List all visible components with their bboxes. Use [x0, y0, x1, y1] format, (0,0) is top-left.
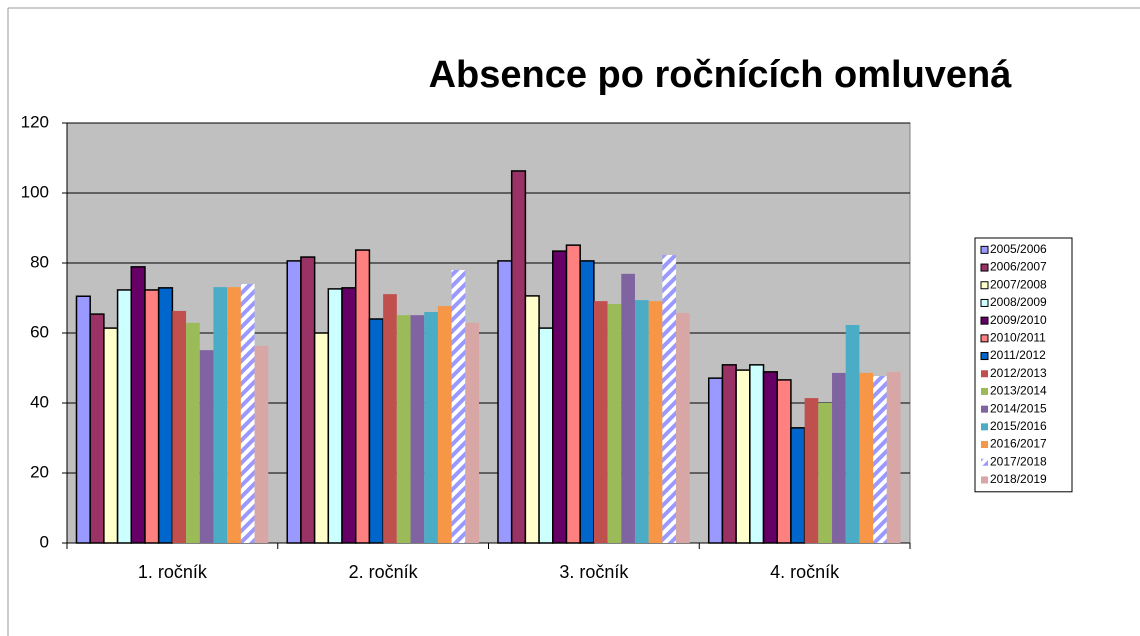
- legend-label: 2012/2013: [990, 366, 1047, 380]
- bar: [313, 332, 330, 544]
- bar: [213, 287, 228, 543]
- bar: [437, 306, 452, 543]
- legend-label: 2010/2011: [990, 331, 1046, 345]
- x-tick-label: 1. ročník: [138, 562, 208, 582]
- bar: [565, 244, 581, 544]
- bar: [103, 327, 119, 544]
- chart-title: Absence po ročnících omluvená: [429, 54, 1013, 96]
- bar: [873, 376, 887, 543]
- legend-label: 2007/2008: [990, 277, 1047, 291]
- bar: [707, 377, 724, 544]
- bar: [354, 249, 371, 544]
- legend-swatch: [981, 441, 988, 449]
- x-tick-label: 3. ročník: [559, 562, 629, 582]
- bar: [286, 260, 302, 544]
- legend-label: 2005/2006: [990, 242, 1047, 256]
- legend-swatch: [980, 298, 989, 307]
- x-tick-label: 4. ročník: [770, 562, 840, 582]
- bar: [804, 398, 819, 543]
- legend-swatch: [980, 281, 989, 290]
- bar: [410, 315, 425, 543]
- bar: [735, 369, 751, 544]
- y-tick-label: 0: [40, 532, 49, 551]
- bar: [832, 372, 846, 543]
- bar: [227, 287, 241, 543]
- bar: [254, 345, 269, 543]
- bar: [607, 303, 622, 543]
- bar: [465, 322, 480, 543]
- bar: [634, 300, 649, 543]
- legend-box: [974, 237, 1073, 493]
- bar: [648, 301, 663, 543]
- y-tick-label: 100: [21, 182, 49, 201]
- bar: [524, 295, 540, 544]
- legend-label: 2017/2018: [990, 454, 1047, 468]
- y-tick-label: 60: [30, 322, 49, 341]
- legend-label: 2009/2010: [990, 313, 1047, 327]
- y-tick-label: 40: [30, 392, 49, 411]
- y-tick-label: 20: [30, 462, 49, 481]
- legend-label: 2016/2017: [990, 437, 1047, 451]
- bar: [130, 266, 146, 544]
- x-tick-label: 2. ročník: [349, 562, 419, 582]
- bar: [368, 318, 384, 544]
- bar: [749, 364, 765, 544]
- legend-label: 2008/2009: [990, 295, 1047, 309]
- legend-label: 2015/2016: [990, 419, 1047, 433]
- bar: [383, 294, 397, 543]
- bar: [240, 284, 255, 543]
- bar: [89, 313, 105, 544]
- bar: [886, 371, 901, 543]
- legend-swatch: [981, 476, 988, 484]
- legend-swatch: [981, 387, 988, 395]
- bar: [676, 313, 690, 543]
- bar: [859, 372, 874, 543]
- bar: [790, 427, 806, 544]
- legend-swatch: [980, 263, 989, 272]
- legend-label: 2006/2007: [990, 260, 1047, 274]
- bar: [776, 379, 792, 544]
- legend-swatch: [980, 334, 989, 343]
- bar: [621, 273, 635, 543]
- bar: [300, 256, 316, 544]
- bar: [116, 289, 133, 544]
- legend-label: 2011/2012: [990, 348, 1046, 362]
- legend-label: 2014/2015: [990, 401, 1047, 415]
- legend-swatch: [981, 405, 988, 413]
- legend-swatch: [981, 458, 988, 466]
- legend-swatch: [980, 245, 989, 254]
- bar: [172, 310, 187, 543]
- bar: [552, 250, 568, 544]
- bar: [327, 288, 343, 544]
- bar: [424, 312, 438, 543]
- bar: [579, 260, 595, 544]
- bar: [510, 170, 527, 544]
- bar: [157, 287, 174, 544]
- bar: [662, 254, 677, 543]
- bar: [845, 324, 860, 543]
- bar: [818, 403, 833, 543]
- bar: [762, 371, 778, 544]
- legend-label: 2018/2019: [990, 472, 1047, 486]
- bar: [396, 315, 411, 543]
- legend-swatch: [980, 352, 989, 361]
- bar: [721, 364, 737, 544]
- bar: [451, 270, 466, 543]
- bar: [144, 289, 160, 544]
- y-tick-label: 120: [21, 112, 49, 131]
- legend-label: 2013/2014: [990, 384, 1047, 398]
- bar: [341, 287, 357, 544]
- bar: [497, 260, 513, 544]
- bar: [75, 295, 91, 544]
- y-tick-label: 80: [30, 252, 49, 271]
- legend-swatch: [981, 370, 988, 378]
- bar: [538, 327, 554, 544]
- bar: [186, 322, 200, 543]
- bar: [593, 301, 608, 543]
- bar: [199, 350, 214, 543]
- legend-swatch: [980, 316, 989, 325]
- legend-swatch: [981, 423, 988, 431]
